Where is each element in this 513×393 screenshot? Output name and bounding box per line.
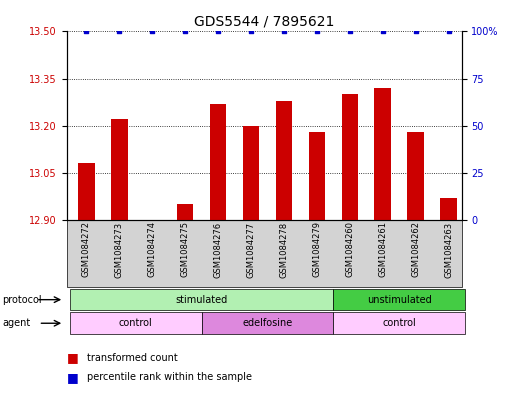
Text: stimulated: stimulated [175,295,228,305]
Point [280,28,288,35]
Bar [374,88,391,220]
Point [148,28,156,35]
Text: edelfosine: edelfosine [242,318,292,328]
Text: ■: ■ [67,351,78,364]
Bar [275,101,292,220]
Text: control: control [119,318,153,328]
Text: agent: agent [3,318,31,328]
Point [411,28,420,35]
Bar [342,94,358,220]
Bar [309,132,325,220]
Bar [243,126,259,220]
Text: percentile rank within the sample: percentile rank within the sample [87,372,252,382]
Text: control: control [382,318,416,328]
Text: protocol: protocol [3,295,42,305]
Point [247,28,255,35]
Point [214,28,222,35]
Point [379,28,387,35]
Point [115,28,124,35]
Point [313,28,321,35]
Point [444,28,452,35]
Text: transformed count: transformed count [87,353,178,363]
Bar [78,163,95,220]
Text: ■: ■ [67,371,78,384]
Bar [111,119,128,220]
Text: unstimulated: unstimulated [367,295,431,305]
Bar [407,132,424,220]
Title: GDS5544 / 7895621: GDS5544 / 7895621 [194,15,334,29]
Point [82,28,90,35]
Bar [177,204,193,220]
Bar [210,104,226,220]
Bar [440,198,457,220]
Point [181,28,189,35]
Point [346,28,354,35]
